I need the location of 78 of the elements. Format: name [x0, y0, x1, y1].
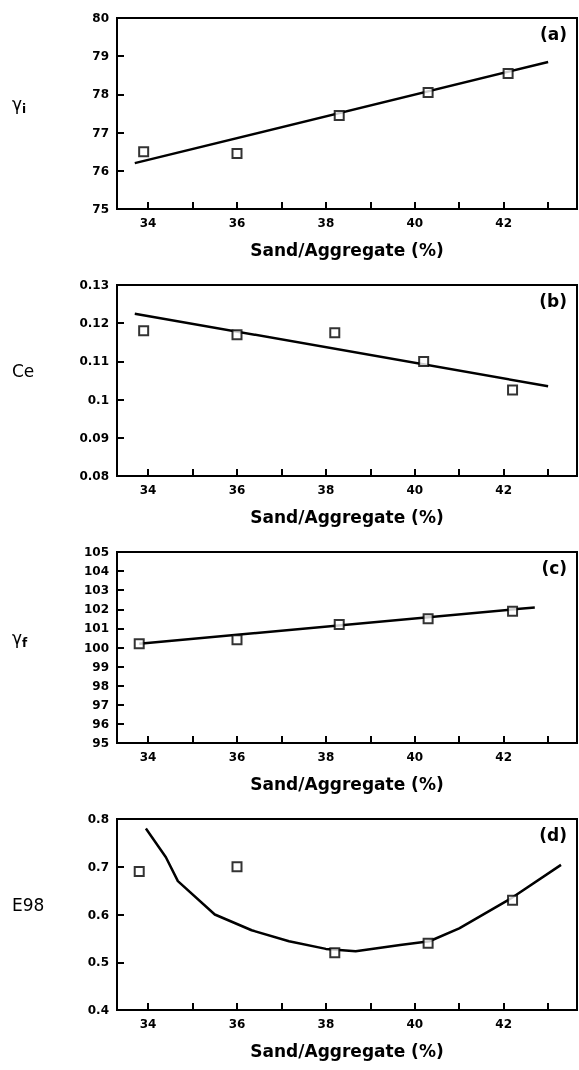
- annotation: (c): [541, 557, 568, 578]
- y-tick-label: 95: [92, 736, 109, 750]
- y-tick-label: 78: [92, 87, 109, 102]
- y-tick-label: 79: [92, 49, 109, 64]
- y-tick-label: 99: [92, 659, 109, 674]
- x-tick-label: 40: [406, 216, 424, 230]
- x-tick-label: 38: [317, 483, 335, 497]
- point: [133, 866, 145, 878]
- y-tick-label: 0.5: [87, 955, 109, 970]
- annotation: (a): [539, 23, 567, 44]
- point: [507, 605, 519, 617]
- x-tick-label: 38: [317, 1017, 335, 1031]
- point: [231, 148, 243, 160]
- x-tick-label: 40: [406, 1017, 424, 1031]
- annotation: (d): [539, 824, 568, 845]
- x-tick-label: 42: [495, 750, 513, 764]
- point: [231, 861, 243, 873]
- x-tick-label: 34: [139, 483, 157, 497]
- y-tick-label: 98: [92, 678, 109, 693]
- y-tick-label: 0.8: [87, 812, 109, 826]
- x-tick-label: 42: [495, 1017, 513, 1031]
- y-tick-label: 103: [83, 583, 109, 598]
- y-axis-title: Ce: [12, 360, 35, 381]
- x-tick-label: 34: [139, 750, 157, 764]
- y-tick-label: 0.7: [87, 859, 109, 874]
- y-axis-title: E98: [12, 894, 45, 915]
- y-tick-label: 101: [83, 621, 109, 636]
- y-tick-label: 0.4: [87, 1003, 109, 1017]
- y-tick-label: 105: [83, 545, 109, 559]
- point: [418, 355, 430, 367]
- y-tick-label: 0.12: [79, 316, 109, 331]
- point: [231, 329, 243, 341]
- y-tick-label: 96: [92, 716, 109, 731]
- y-tick-label: 75: [92, 202, 109, 216]
- point: [333, 109, 345, 121]
- y-tick-label: 0.09: [79, 430, 109, 445]
- x-tick-label: 36: [228, 1017, 246, 1031]
- x-tick-label: 38: [317, 216, 335, 230]
- annotation: (b): [539, 290, 568, 311]
- point: [329, 947, 341, 959]
- y-tick-label: 102: [83, 602, 109, 617]
- x-tick-label: 40: [406, 750, 424, 764]
- y-tick-label: 0.1: [87, 392, 109, 407]
- y-tick-label: 100: [83, 640, 109, 655]
- x-tick-label: 34: [139, 216, 157, 230]
- point: [502, 67, 514, 79]
- point: [329, 327, 341, 339]
- y-tick-label: 0.13: [79, 278, 109, 292]
- y-tick-label: 104: [83, 564, 109, 579]
- x-tick-label: 42: [495, 483, 513, 497]
- x-axis-title: Sand/Aggregate (%): [250, 1040, 444, 1061]
- point: [422, 86, 434, 98]
- x-tick-label: 34: [139, 1017, 157, 1031]
- y-tick-label: 0.6: [87, 907, 109, 922]
- x-tick-label: 42: [495, 216, 513, 230]
- point: [138, 146, 150, 158]
- y-tick-label: 76: [92, 163, 109, 178]
- y-tick-label: 97: [92, 697, 109, 712]
- x-tick-label: 38: [317, 750, 335, 764]
- y-tick-label: 80: [92, 11, 109, 25]
- point: [507, 384, 519, 396]
- x-axis-title: Sand/Aggregate (%): [250, 239, 444, 260]
- point: [422, 613, 434, 625]
- point: [133, 638, 145, 650]
- x-axis-title: Sand/Aggregate (%): [250, 773, 444, 794]
- y-tick-label: 77: [92, 125, 109, 140]
- point: [507, 894, 519, 906]
- point: [138, 325, 150, 337]
- point: [231, 634, 243, 646]
- y-tick-label: 0.08: [79, 469, 109, 483]
- x-tick-label: 36: [228, 750, 246, 764]
- x-axis-title: Sand/Aggregate (%): [250, 506, 444, 527]
- x-tick-label: 36: [228, 216, 246, 230]
- point: [422, 937, 434, 949]
- point: [333, 619, 345, 631]
- x-tick-label: 40: [406, 483, 424, 497]
- x-tick-label: 36: [228, 483, 246, 497]
- y-tick-label: 0.11: [79, 354, 109, 369]
